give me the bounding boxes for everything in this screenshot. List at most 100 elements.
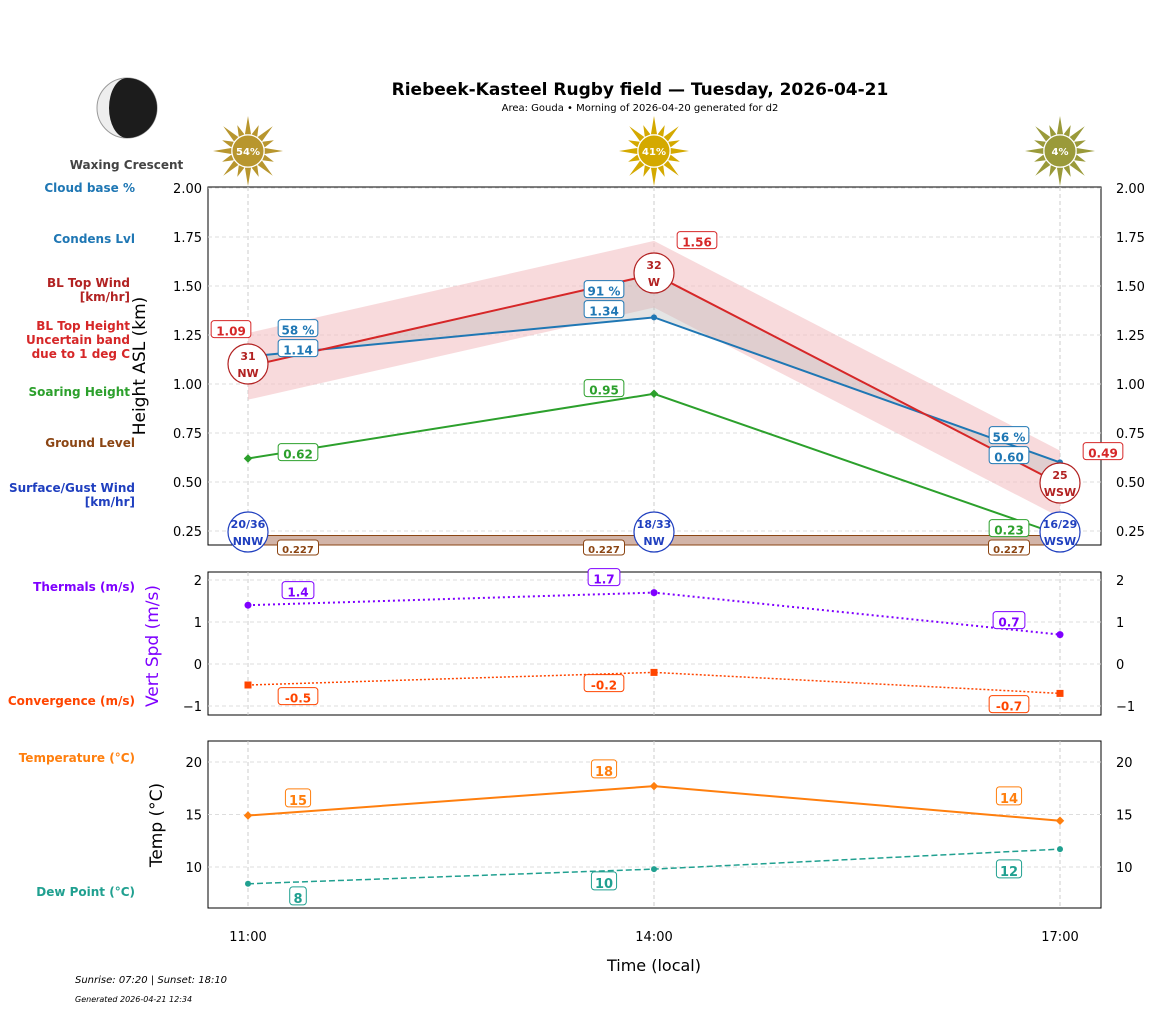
x-tick-label: 11:00 xyxy=(229,930,266,945)
legend-label: Condens Lvl xyxy=(53,232,135,246)
soaring-point xyxy=(243,454,253,463)
y-tick-label: 1.75 xyxy=(173,231,202,246)
y-tick-label-right: 0.75 xyxy=(1116,427,1145,442)
ground-label: 0.227 xyxy=(993,545,1025,556)
x-tick-label: 17:00 xyxy=(1041,930,1078,945)
y-tick-label: 0.75 xyxy=(173,427,202,442)
ground-label-box xyxy=(277,539,319,556)
legend-label: Convergence (m/s) xyxy=(7,694,135,708)
temperature-point xyxy=(1055,816,1065,826)
chart-title: Riebeek-Kasteel Rugby field — Tuesday, 2… xyxy=(391,80,889,100)
legend-label: BL Top Wind [km/hr] xyxy=(46,276,130,304)
moon-shadow xyxy=(109,78,157,138)
surface-wind-dir: WSW xyxy=(1044,535,1076,548)
soaring-label: 0.23 xyxy=(994,524,1024,538)
sun-icon xyxy=(619,116,689,186)
dew-point-label: 8 xyxy=(293,892,302,907)
sun-icon xyxy=(213,116,283,186)
temperature-label: 18 xyxy=(595,765,613,780)
y-axis-label: Height ASL (km) xyxy=(130,297,150,436)
condens-label: 0.60 xyxy=(994,451,1024,465)
sun-percent: 41% xyxy=(642,147,666,158)
temperature-label-box xyxy=(284,788,312,808)
y-tick-label: 0 xyxy=(194,658,202,673)
surface-wind-icon xyxy=(633,511,675,553)
ground-label-box xyxy=(988,539,1030,556)
temperature-label: 15 xyxy=(289,794,307,809)
y-tick-label: 0.50 xyxy=(173,476,202,491)
soaring-label-box xyxy=(583,379,625,398)
y-tick-label: 20 xyxy=(185,756,202,771)
convergence-label: -0.7 xyxy=(996,700,1022,714)
surface-wind-dir: NNW xyxy=(233,535,264,548)
y-tick-label-right: 1.75 xyxy=(1116,231,1145,246)
condens-label-box xyxy=(277,339,319,358)
convergence-label-box xyxy=(583,674,625,693)
thermals-label: 1.4 xyxy=(287,586,308,600)
x-axis-label: Time (local) xyxy=(606,956,701,975)
bl-top-label: 0.49 xyxy=(1088,447,1118,461)
bl-top-label-box xyxy=(210,320,252,339)
temperature-label: 14 xyxy=(1000,792,1018,807)
cloud-base-pct-label: 91 % xyxy=(588,285,621,299)
dew-point-point xyxy=(245,880,251,887)
y-tick-label: 2 xyxy=(194,574,202,589)
bl-top-wind-icon xyxy=(227,343,269,385)
temperature-label-box xyxy=(995,786,1023,806)
legend-label: Thermals (m/s) xyxy=(33,580,135,594)
x-tick-label: 14:00 xyxy=(635,930,672,945)
thermals-point xyxy=(650,589,658,597)
thermals-point xyxy=(244,601,252,609)
legend-label: Cloud base % xyxy=(44,181,135,195)
y-axis-label: Vert Spd (m/s) xyxy=(143,585,163,707)
convergence-line xyxy=(247,671,1061,695)
ground-label: 0.227 xyxy=(282,545,314,556)
bl-uncertainty-band xyxy=(248,240,1060,518)
y-tick-label-right: 2.00 xyxy=(1116,182,1145,197)
legend-label: Ground Level xyxy=(45,436,135,450)
bl-top-label: 1.09 xyxy=(216,325,246,339)
y-tick-label-right: 1.25 xyxy=(1116,329,1145,344)
y-tick-label: 10 xyxy=(185,861,202,876)
y-axis-label: Temp (°C) xyxy=(147,783,167,868)
condens-label: 1.34 xyxy=(589,305,619,319)
condens-label-box xyxy=(988,446,1030,465)
sun-percent: 54% xyxy=(236,147,260,158)
surface-wind-icon xyxy=(227,511,269,553)
dew-point-point xyxy=(651,866,657,873)
y-tick-label-right: 2 xyxy=(1116,574,1124,589)
cloud-base-pct-label: 58 % xyxy=(282,324,315,338)
surface-wind-dir: NW xyxy=(643,535,664,548)
bl-top-wind-icon xyxy=(633,252,675,294)
ground-label: 0.227 xyxy=(588,545,620,556)
y-tick-label: 1.00 xyxy=(173,378,202,393)
convergence-point xyxy=(650,668,658,676)
sun-disc xyxy=(1043,134,1077,168)
convergence-label-box xyxy=(277,687,319,706)
dew-point-label-box xyxy=(590,871,618,891)
surface-wind-speed: 20/36 xyxy=(231,518,266,531)
thermals-label: 0.7 xyxy=(998,616,1019,630)
legend-label: BL Top Height Uncertain band due to 1 de… xyxy=(26,319,130,361)
temperature-label-box xyxy=(590,759,618,779)
ground-label-box xyxy=(583,539,625,556)
y-tick-label-right: 0 xyxy=(1116,658,1124,673)
bl-top-wind-dir: W xyxy=(648,276,660,289)
convergence-point xyxy=(244,681,252,689)
convergence-label-box xyxy=(988,695,1030,714)
bl-top-label-box xyxy=(1082,442,1124,461)
bl-top-wind-dir: WSW xyxy=(1044,486,1076,499)
y-tick-label-right: 0.25 xyxy=(1116,525,1145,540)
y-tick-label: 1 xyxy=(194,616,202,631)
surface-wind-speed: 18/33 xyxy=(637,518,672,531)
temperature-point xyxy=(649,781,659,791)
sun-disc xyxy=(637,134,671,168)
legend-label: Surface/Gust Wind [km/hr] xyxy=(9,481,135,509)
surface-wind-speed: 16/29 xyxy=(1043,518,1078,531)
surface-wind-icon xyxy=(1039,511,1081,553)
y-tick-label-right: 10 xyxy=(1116,861,1133,876)
y-tick-label-right: 1 xyxy=(1116,616,1124,631)
legend-label: Dew Point (°C) xyxy=(36,885,135,899)
sun-disc xyxy=(231,134,265,168)
